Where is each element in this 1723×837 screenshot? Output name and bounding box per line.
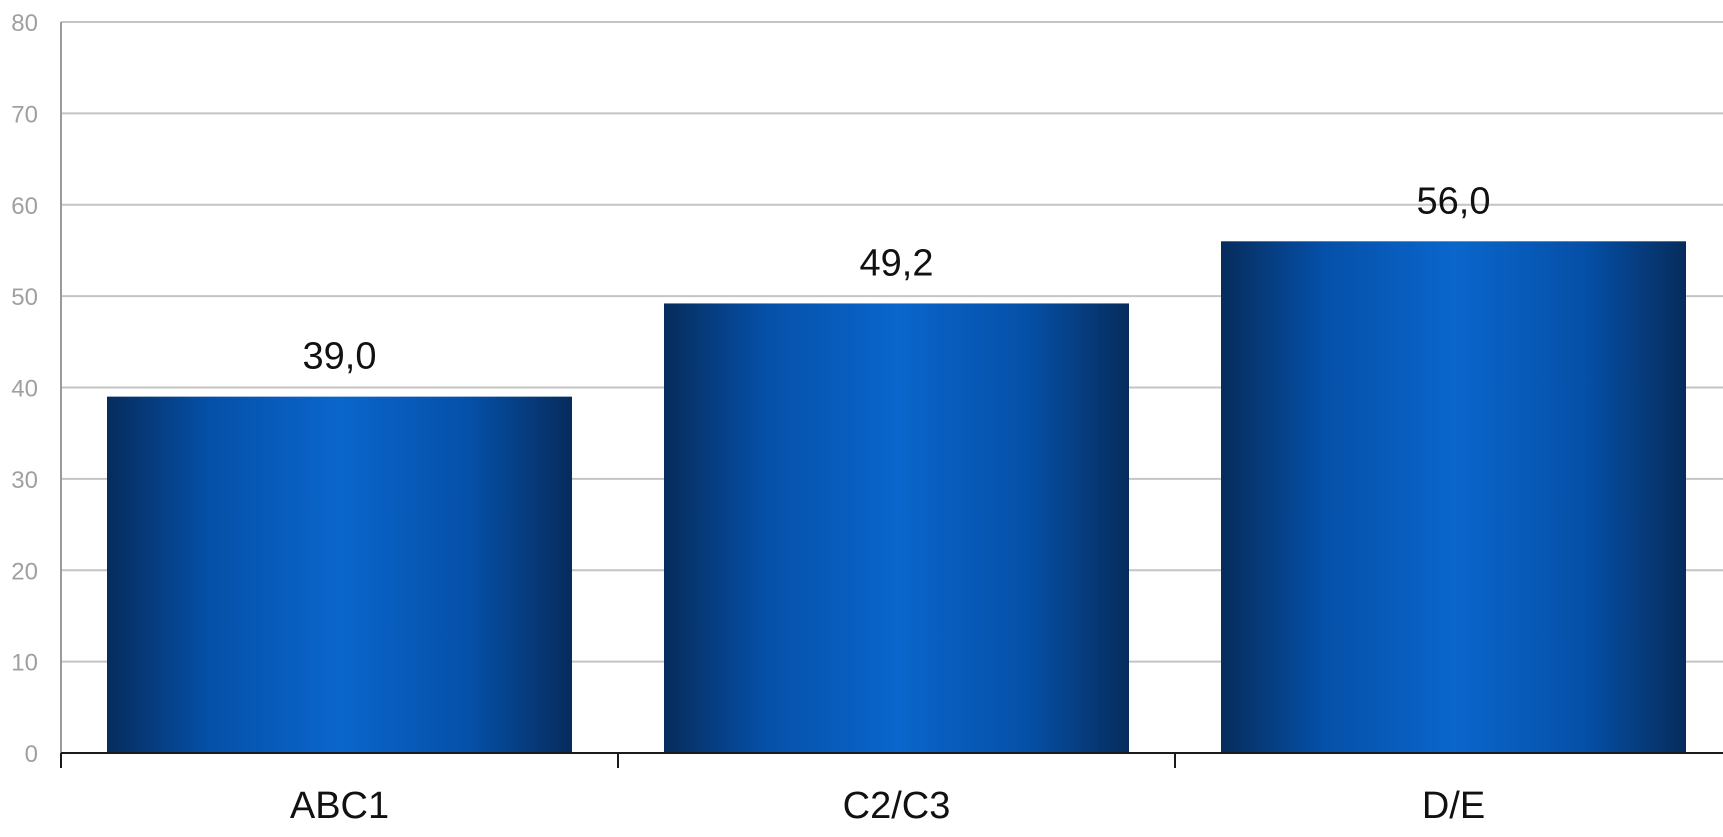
y-tick-label: 10 xyxy=(11,650,38,677)
y-tick-label: 50 xyxy=(11,284,38,311)
y-tick-label: 30 xyxy=(11,467,38,494)
y-tick-label: 0 xyxy=(25,741,38,768)
data-label: 49,2 xyxy=(860,242,934,284)
y-tick-label: 20 xyxy=(11,558,38,585)
y-tick-label: 70 xyxy=(11,101,38,128)
x-axis-category-labels: ABC1 C2/C3 D/E xyxy=(290,785,1485,827)
data-labels: 39,0 49,2 56,0 xyxy=(303,180,1491,377)
bar-d-e xyxy=(1221,241,1686,754)
x-category-label: C2/C3 xyxy=(843,785,951,827)
y-tick-label: 60 xyxy=(11,193,38,220)
bar-abc1 xyxy=(107,396,572,753)
data-label: 39,0 xyxy=(303,336,377,378)
data-label: 56,0 xyxy=(1417,180,1491,222)
x-category-label: ABC1 xyxy=(290,785,389,827)
axes xyxy=(60,22,1723,768)
y-tick-label: 80 xyxy=(11,10,38,37)
bars xyxy=(107,241,1686,754)
x-category-label: D/E xyxy=(1422,785,1485,827)
y-axis-tick-labels: 0 10 20 30 40 50 60 70 80 xyxy=(11,10,38,768)
bar-c2-c3 xyxy=(664,303,1129,753)
y-tick-label: 40 xyxy=(11,376,38,403)
